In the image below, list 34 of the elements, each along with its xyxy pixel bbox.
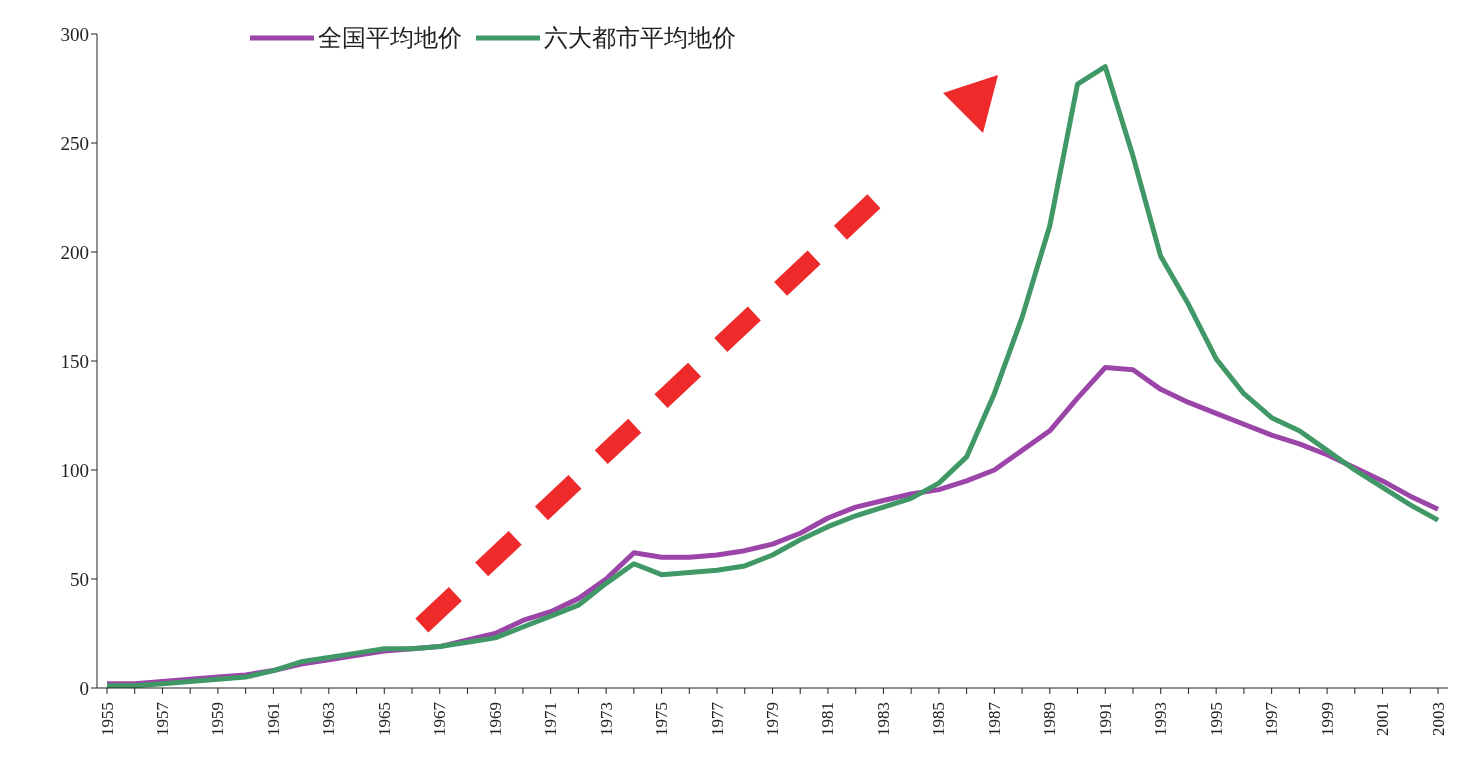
y-tick-label: 250 [60,132,89,154]
x-tick-label: 2003 [1428,702,1448,736]
x-tick-label: 1999 [1317,702,1337,736]
x-tick-label: 1985 [929,702,949,736]
y-tick-label: 200 [60,241,89,263]
x-tick-label: 1991 [1095,702,1115,736]
y-tick-label: 300 [60,23,89,45]
x-tick-label: 1987 [984,701,1004,736]
y-tick-label: 0 [79,677,89,699]
x-tick-label: 1955 [97,702,117,736]
y-tick-label: 50 [70,568,89,590]
x-tick-label: 1969 [485,702,505,736]
x-tick-label: 1979 [763,702,782,736]
x-tick-label: 1995 [1206,702,1226,736]
x-tick-label: 1957 [152,701,172,736]
y-tick-label: 150 [60,350,89,372]
x-tick-label: 1977 [707,701,727,736]
x-tick-label: 1967 [430,701,450,736]
y-tick-label: 100 [60,459,89,481]
x-tick-label: 1989 [1040,702,1060,736]
legend-label: 六大都市平均地价 [544,24,736,53]
x-tick-label: 1975 [652,702,672,736]
x-tick-label: 1981 [818,702,838,736]
x-tick-label: 1993 [1151,702,1171,736]
x-tick-label: 1997 [1262,701,1282,736]
x-tick-label: 2001 [1373,702,1393,736]
legend-label: 全国平均地价 [318,24,462,53]
x-tick-label: 1971 [541,702,561,736]
x-tick-label: 1961 [263,702,283,736]
x-tick-label: 1959 [208,702,228,736]
x-tick-label: 1983 [873,702,893,736]
x-tick-label: 1963 [319,702,339,736]
x-tick-label: 1973 [596,702,616,736]
x-tick-label: 1965 [374,702,394,736]
